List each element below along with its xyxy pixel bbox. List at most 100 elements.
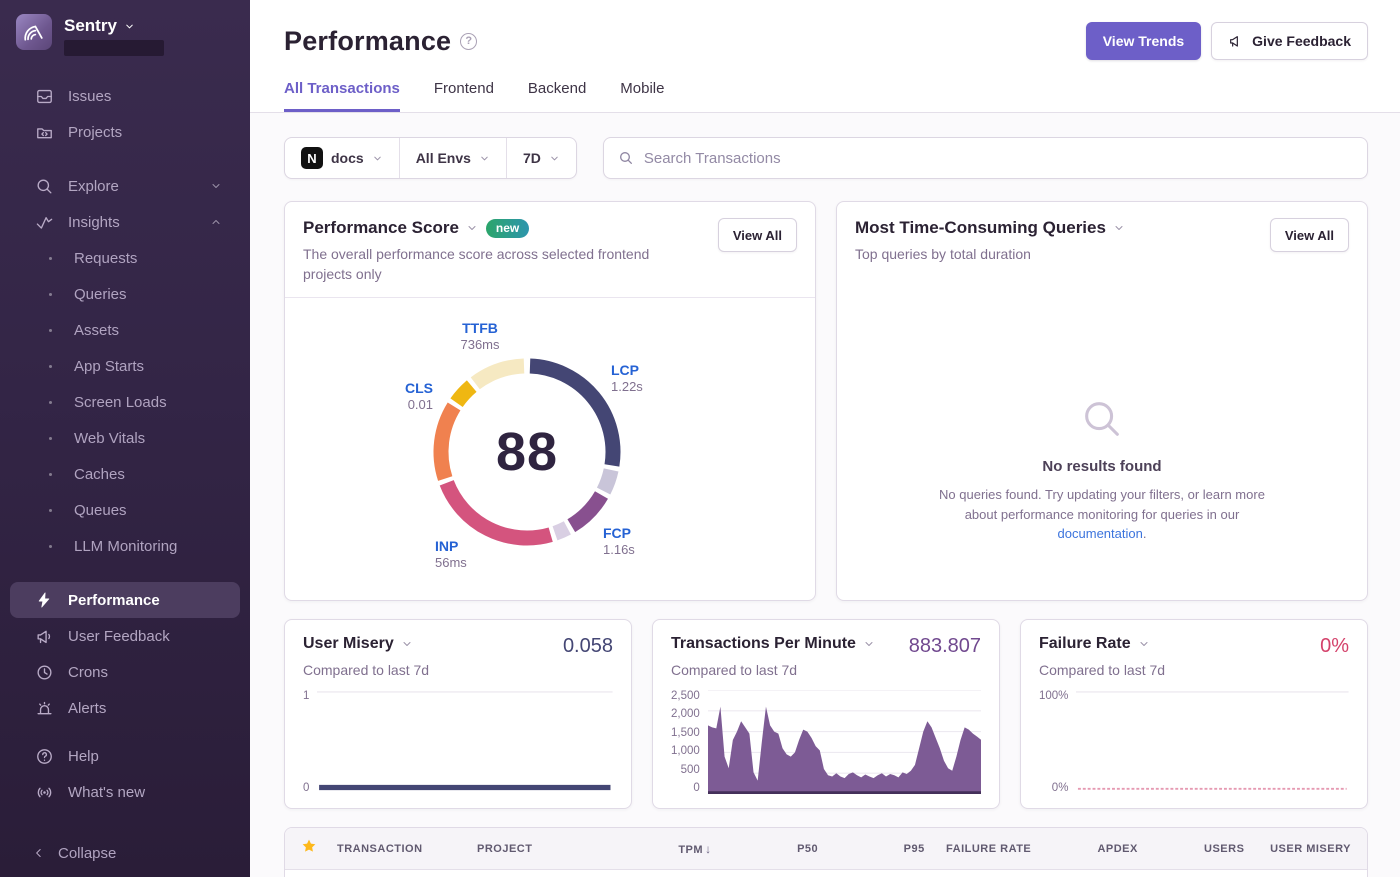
performance-score-title-dropdown[interactable]: Performance Score [303, 218, 478, 238]
sidebar-item-explore[interactable]: Explore [10, 168, 240, 204]
sentry-logo-icon [16, 14, 52, 50]
chevron-down-icon [126, 24, 133, 28]
sidebar-item-app-starts[interactable]: App Starts [10, 348, 240, 384]
failure-rate-title-dropdown[interactable]: Failure Rate [1039, 635, 1150, 653]
y-tick: 1 [303, 690, 310, 702]
card-subtitle: Compared to last 7d [1039, 662, 1166, 678]
chevron-left-icon [36, 849, 41, 857]
col-user-misery[interactable]: USER MISERY [1270, 842, 1351, 855]
nextjs-logo-icon: N [301, 147, 323, 169]
queries-title-dropdown[interactable]: Most Time-Consuming Queries [855, 218, 1125, 238]
star-column-icon[interactable] [301, 838, 337, 859]
sidebar-item-label: User Feedback [68, 627, 170, 645]
sidebar-item-issues[interactable]: Issues [10, 78, 240, 114]
card-title-label: User Misery [303, 635, 394, 652]
tpm-title-dropdown[interactable]: Transactions Per Minute [671, 635, 875, 653]
sidebar-item-insights[interactable]: Insights [10, 204, 240, 240]
sidebar-item-user-feedback[interactable]: User Feedback [10, 618, 240, 654]
sidebar-item-label: Crons [68, 663, 109, 681]
page-header: Performance ? View Trends Give Feedback … [250, 0, 1400, 113]
sidebar-item-crons[interactable]: Crons [10, 654, 240, 690]
user-misery-value: 0.058 [562, 635, 613, 657]
sidebar-item-llm-monitoring[interactable]: LLM Monitoring [10, 528, 240, 564]
sidebar-item-label: Assets [74, 321, 120, 339]
user-misery-title-dropdown[interactable]: User Misery [303, 635, 413, 653]
projects-icon [32, 120, 56, 144]
project-selector[interactable]: N docs [285, 138, 399, 178]
failure-rate-value: 0% [1320, 635, 1349, 657]
issues-icon [32, 84, 56, 108]
tab-all-transactions[interactable]: All Transactions [284, 80, 400, 112]
donut-label-fcp: FCP 1.16s [603, 524, 635, 558]
sidebar-item-help[interactable]: Help [10, 738, 240, 774]
sidebar-item-whats-new[interactable]: What's new [10, 774, 240, 810]
chevron-up-icon [212, 220, 220, 224]
performance-score-value: 88 [495, 421, 559, 482]
tab-bar: All Transactions Frontend Backend Mobile [250, 80, 1400, 113]
chevron-down-icon [551, 156, 558, 160]
sidebar-item-queries[interactable]: Queries [10, 276, 240, 312]
search-icon [32, 174, 56, 198]
empty-state-title: No results found [1042, 458, 1162, 476]
col-apdex[interactable]: APDEX [1097, 842, 1138, 855]
sidebar-item-caches[interactable]: Caches [10, 456, 240, 492]
card-subtitle: Compared to last 7d [303, 662, 430, 678]
col-p95[interactable]: P95 [903, 842, 925, 855]
y-tick: 500 [680, 763, 700, 776]
col-failure-rate[interactable]: FAILURE RATE [946, 842, 1032, 855]
org-switcher[interactable]: Sentry [0, 0, 250, 66]
sidebar-item-screen-loads[interactable]: Screen Loads [10, 384, 240, 420]
tab-mobile[interactable]: Mobile [620, 80, 665, 97]
y-tick: 1,000 [671, 745, 700, 758]
col-p50[interactable]: P50 [797, 842, 819, 855]
sidebar-item-alerts[interactable]: Alerts [10, 690, 240, 726]
tpm-card: Transactions Per Minute 883.807 Compared… [652, 619, 1000, 809]
sidebar-item-requests[interactable]: Requests [10, 240, 240, 276]
date-range-selector[interactable]: 7D [507, 138, 576, 178]
give-feedback-label: Give Feedback [1252, 33, 1351, 49]
sidebar-item-label: Caches [74, 465, 125, 483]
sidebar-item-queues[interactable]: Queues [10, 492, 240, 528]
card-subtitle: Compared to last 7d [671, 662, 798, 678]
documentation-link[interactable]: documentation [1057, 526, 1143, 542]
view-all-button[interactable]: View All [1269, 218, 1349, 252]
sidebar-collapse-button[interactable]: Collapse [0, 829, 250, 877]
search-empty-icon [1085, 402, 1119, 437]
content: N docs All Envs 7D [250, 113, 1400, 877]
give-feedback-button[interactable]: Give Feedback [1211, 22, 1368, 60]
sidebar-item-assets[interactable]: Assets [10, 312, 240, 348]
view-trends-button[interactable]: View Trends [1085, 22, 1202, 60]
search-transactions-input[interactable] [643, 149, 1353, 167]
help-question-icon[interactable]: ? [460, 32, 478, 50]
bullet-icon [38, 292, 62, 296]
siren-icon [32, 696, 56, 720]
col-transaction[interactable]: TRANSACTION [337, 842, 423, 855]
performance-score-donut[interactable]: 88 TTFB 736ms LCP 1.22s CLS 0.01 [285, 298, 815, 590]
tab-backend[interactable]: Backend [527, 80, 587, 97]
user-misery-chart[interactable]: 1 0 [303, 690, 613, 794]
card-title-label: Transactions Per Minute [671, 635, 856, 652]
y-tick: 0% [1051, 782, 1069, 794]
org-subtitle-redacted [64, 40, 164, 56]
user-misery-card: User Misery 0.058 Compared to last 7d 1 … [284, 619, 632, 809]
col-tpm[interactable]: TPM ↓ [678, 841, 712, 856]
col-users[interactable]: USERS [1204, 842, 1245, 855]
chevron-down-icon [468, 226, 476, 230]
main: Performance ? View Trends Give Feedback … [250, 0, 1400, 877]
sidebar-item-web-vitals[interactable]: Web Vitals [10, 420, 240, 456]
sidebar-item-performance[interactable]: Performance [10, 582, 240, 618]
failure-rate-chart[interactable]: 100% 0% [1039, 690, 1349, 794]
sidebar-item-label: What's new [68, 783, 146, 801]
collapse-label: Collapse [58, 844, 117, 862]
donut-label-lcp: LCP 1.22s [611, 361, 643, 395]
tab-frontend[interactable]: Frontend [433, 80, 494, 97]
tpm-chart[interactable]: 2,500 2,000 1,500 1,000 500 0 [671, 690, 981, 794]
transactions-table: TRANSACTION PROJECT TPM ↓ P50 P95 FAILURE… [284, 827, 1368, 877]
bullet-icon [38, 508, 62, 512]
col-project[interactable]: PROJECT [477, 842, 533, 855]
sidebar-item-projects[interactable]: Projects [10, 114, 240, 150]
view-all-button[interactable]: View All [717, 218, 797, 252]
card-title-label: Failure Rate [1039, 635, 1131, 652]
sidebar-item-label: Performance [68, 591, 160, 609]
environment-selector[interactable]: All Envs [400, 138, 506, 178]
